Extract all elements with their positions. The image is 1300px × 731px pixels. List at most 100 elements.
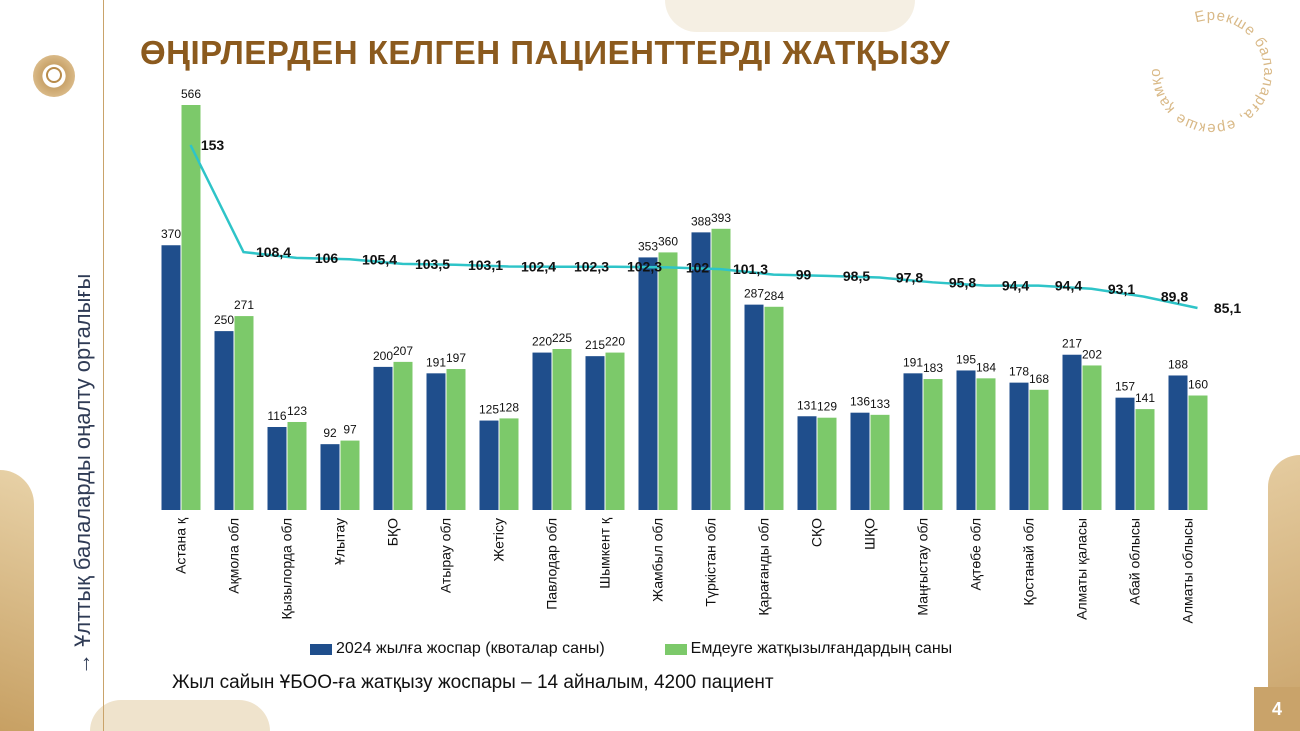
logo-icon — [33, 55, 75, 97]
data-label-actual: 271 — [234, 298, 254, 312]
bar-plan — [1062, 354, 1082, 510]
bar-plan — [1009, 382, 1029, 510]
data-label-plan: 353 — [638, 239, 658, 253]
bar-actual — [923, 379, 943, 510]
category-label: Атырау обл — [438, 518, 454, 593]
data-label-plan: 195 — [956, 352, 976, 366]
data-label-percent: 89,8 — [1161, 289, 1188, 305]
category-label: Ұлытау — [332, 518, 348, 565]
category-label: Ақтөбе обл — [968, 518, 984, 591]
bar-plan — [1168, 375, 1188, 510]
bar-actual — [817, 417, 837, 510]
data-label-percent: 153 — [201, 137, 225, 153]
data-label-percent: 103,1 — [468, 257, 503, 273]
category-label: ШҚО — [862, 518, 878, 550]
footer-note: Жыл сайын ҰБОО-ға жатқызу жоспары – 14 а… — [172, 672, 774, 693]
category-label: Қостанай обл — [1021, 518, 1037, 606]
page-title: ӨҢІРЛЕРДЕН КЕЛГЕН ПАЦИЕНТТЕРДІ ЖАТҚЫЗУ — [140, 34, 951, 71]
data-label-actual: 133 — [870, 397, 890, 411]
category-label: Қарағанды обл — [756, 518, 772, 616]
data-label-percent: 93,1 — [1108, 281, 1135, 297]
data-label-plan: 157 — [1115, 380, 1135, 394]
category-label: СҚО — [809, 518, 825, 547]
data-label-plan: 191 — [426, 355, 446, 369]
bar-plan — [214, 331, 234, 510]
bar-plan — [850, 412, 870, 510]
data-label-percent: 97,8 — [896, 270, 923, 286]
data-label-percent: 101,3 — [733, 261, 768, 277]
bar-plan — [585, 356, 605, 510]
data-label-plan: 217 — [1062, 337, 1082, 351]
bar-actual — [499, 418, 519, 510]
bar-actual — [658, 252, 678, 510]
seal-logo: Ерекше балаларға, ерекше қамқорлық — [1146, 6, 1276, 137]
category-label: Абай облысы — [1127, 518, 1143, 605]
data-label-actual: 207 — [393, 344, 413, 358]
data-label-plan: 178 — [1009, 365, 1029, 379]
data-label-actual: 129 — [817, 400, 837, 414]
data-label-percent: 102,4 — [521, 258, 556, 274]
category-label: Ақмола обл — [226, 518, 242, 594]
decor-top — [665, 0, 915, 32]
data-label-actual: 360 — [658, 234, 678, 248]
data-label-plan: 250 — [214, 313, 234, 327]
bar-plan — [691, 232, 711, 510]
data-label-actual: 168 — [1029, 372, 1049, 386]
decor-left — [0, 470, 34, 731]
data-label-actual: 183 — [923, 361, 943, 375]
data-label-plan: 200 — [373, 349, 393, 363]
bar-actual — [1082, 365, 1102, 510]
bar-actual — [340, 440, 360, 510]
data-label-plan: 131 — [797, 398, 817, 412]
bar-plan — [1115, 397, 1135, 510]
category-label: Алматы қаласы — [1074, 518, 1090, 620]
bar-actual — [605, 352, 625, 510]
data-label-percent: 95,8 — [949, 274, 976, 290]
data-label-actual: 393 — [711, 211, 731, 225]
data-label-actual: 184 — [976, 360, 996, 374]
page-number: 4 — [1254, 687, 1300, 731]
data-label-percent: 106 — [315, 250, 339, 266]
bar-actual — [764, 306, 784, 510]
data-label-plan: 388 — [691, 214, 711, 228]
bar-actual — [1135, 409, 1155, 510]
bar-actual — [393, 361, 413, 510]
bar-actual — [711, 228, 731, 511]
data-label-percent: 105,4 — [362, 251, 397, 267]
bar-actual — [976, 378, 996, 510]
bar-plan — [426, 373, 446, 510]
bar-plan — [373, 366, 393, 510]
data-label-percent: 98,5 — [843, 268, 870, 284]
data-label-plan: 136 — [850, 395, 870, 409]
data-label-plan: 125 — [479, 403, 499, 417]
bar-plan — [744, 304, 764, 510]
decor-right — [1268, 455, 1300, 731]
data-label-percent: 99 — [796, 267, 812, 283]
bar-actual — [1029, 389, 1049, 510]
bar-plan — [267, 426, 287, 510]
data-label-percent: 94,4 — [1002, 278, 1029, 294]
bar-plan — [320, 444, 340, 510]
category-label: Алматы облысы — [1180, 518, 1196, 623]
category-label: Жетісу — [491, 518, 507, 562]
bar-actual — [870, 414, 890, 510]
category-label: Астана қ — [173, 517, 189, 574]
data-label-percent: 103,5 — [415, 256, 450, 272]
category-label: Шымкент қ — [597, 517, 613, 589]
decor-bottom — [90, 700, 270, 731]
bar-plan — [479, 420, 499, 510]
data-label-percent: 94,4 — [1055, 278, 1082, 294]
data-label-plan: 287 — [744, 287, 764, 301]
category-label: Түркістан обл — [703, 518, 719, 607]
legend-label-actual: Емдеуге жатқызылғандардың саны — [690, 640, 953, 657]
series-line-percent — [189, 144, 1198, 310]
data-label-percent: 102,3 — [627, 259, 662, 275]
legend-item-plan: 2024 жылға жоспар (квоталар саны) — [310, 640, 605, 658]
data-label-actual: 202 — [1082, 347, 1102, 361]
bar-plan — [956, 370, 976, 510]
bar-actual — [181, 105, 201, 510]
bar-actual — [234, 316, 254, 510]
data-label-actual: 197 — [446, 351, 466, 365]
bar-actual — [446, 369, 466, 510]
